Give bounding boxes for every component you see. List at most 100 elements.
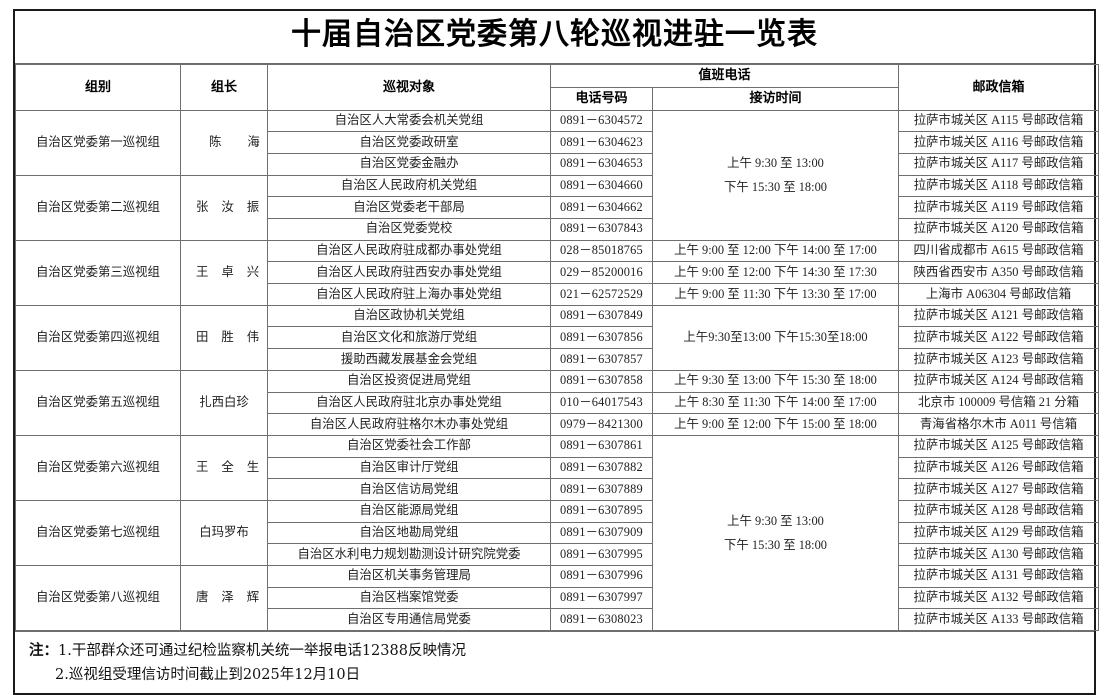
phone-number-cell: 028－85018765 bbox=[550, 239, 653, 263]
leader-name: 陈海 bbox=[209, 134, 260, 149]
reception-time-cell: 上午 9:00 至 12:00 下午 14:30 至 17:30 bbox=[651, 261, 900, 285]
leader-name: 田胜伟 bbox=[196, 329, 268, 344]
inspection-object-cell: 自治区人民政府机关党组 bbox=[267, 174, 551, 198]
group-name-cell: 自治区党委第一巡视组 bbox=[15, 109, 181, 176]
mailbox-cell: 北京市 100009 号信箱 21 分箱 bbox=[898, 391, 1100, 415]
inspection-object-cell: 自治区党委老干部局 bbox=[267, 196, 551, 220]
inspection-object-cell: 自治区人大常委会机关党组 bbox=[267, 109, 551, 133]
inspection-object-cell: 自治区人民政府驻北京办事处党组 bbox=[267, 391, 551, 415]
group-leader-cell: 王卓兴 bbox=[180, 239, 268, 306]
inspection-object-cell: 自治区党委政研室 bbox=[267, 131, 551, 154]
group-leader-cell: 白玛罗布 bbox=[180, 499, 268, 567]
reception-time-cell: 上午 9:00 至 12:00 下午 15:00 至 18:00 bbox=[651, 413, 900, 436]
group-name-cell: 自治区党委第六巡视组 bbox=[15, 434, 181, 501]
phone-number-cell: 0891－6304623 bbox=[550, 131, 653, 154]
phone-number-cell: 0891－6304660 bbox=[550, 174, 653, 198]
phone-number-cell: 0891－6307856 bbox=[550, 326, 653, 350]
phone-number-cell: 0891－6307882 bbox=[550, 456, 653, 480]
inspection-object-cell: 自治区机关事务管理局 bbox=[267, 565, 551, 588]
table-head: 组别 组长 巡视对象 值班电话 邮政信箱 电话号码 接访时间 bbox=[15, 63, 1100, 111]
header-reception-time: 接访时间 bbox=[651, 86, 900, 111]
mailbox-cell: 四川省成都市 A615 号邮政信箱 bbox=[898, 239, 1100, 263]
header-leader: 组长 bbox=[180, 63, 268, 111]
mailbox-cell: 拉萨市城关区 A115 号邮政信箱 bbox=[898, 109, 1100, 133]
phone-number-cell: 0891－6307861 bbox=[550, 434, 653, 458]
table-row: 自治区党委第二巡视组 张汝振 自治区人民政府机关党组 0891－6304660 拉萨市城… bbox=[15, 174, 1100, 241]
header-object: 巡视对象 bbox=[267, 63, 551, 111]
phone-number-cell: 0891－6307849 bbox=[550, 304, 653, 328]
table-row: 自治区党委第七巡视组 白玛罗布 自治区能源局党组 0891－6307895 拉萨市城关区… bbox=[15, 499, 1100, 567]
phone-number-cell: 0891－6307857 bbox=[550, 348, 653, 371]
phone-number-cell: 0891－6307858 bbox=[550, 369, 653, 393]
mailbox-cell: 拉萨市城关区 A124 号邮政信箱 bbox=[898, 369, 1100, 393]
table-row: 自治区党委第六巡视组 王全生 自治区党委社会工作部 0891－6307861 上午 9:… bbox=[15, 434, 1100, 632]
mailbox-cell: 陕西省西安市 A350 号邮政信箱 bbox=[898, 261, 1100, 285]
group-leader-cell: 王全生 bbox=[180, 434, 268, 501]
table-row: 自治区人民政府驻格尔木办事处党组 0979－8421300 上午 9:00 至 12… bbox=[16, 413, 1100, 436]
header-duty-phone: 值班电话 bbox=[549, 63, 900, 88]
phone-number-cell: 029－85200016 bbox=[550, 261, 653, 285]
mailbox-cell: 拉萨市城关区 A123 号邮政信箱 bbox=[898, 348, 1100, 371]
table-row: 自治区人民政府驻西安办事处党组 029－85200016 上午 9:00 至 12:… bbox=[16, 261, 1100, 285]
table-row: 自治区党委第四巡视组 田胜伟 自治区政协机关党组 0891－6307849 上午9:30… bbox=[15, 304, 1100, 371]
group-name-cell: 自治区党委第五巡视组 bbox=[15, 369, 181, 436]
inspection-object-cell: 自治区政协机关党组 bbox=[267, 304, 551, 328]
group-leader-cell: 唐泽辉 bbox=[180, 565, 268, 632]
leader-name: 张汝振 bbox=[196, 199, 268, 214]
inspection-object-cell: 自治区信访局党组 bbox=[267, 478, 551, 501]
phone-number-cell: 0891－6307909 bbox=[550, 521, 653, 545]
mailbox-cell: 拉萨市城关区 A130 号邮政信箱 bbox=[898, 543, 1100, 567]
inspection-object-cell: 自治区投资促进局党组 bbox=[267, 369, 551, 393]
table-row: 自治区党委政研室 0891－6304623 拉萨市城关区 A116 号邮政信箱 bbox=[16, 131, 1100, 154]
leader-name: 白玛罗布 bbox=[199, 525, 249, 540]
page-title: 十届自治区党委第八轮巡视进驻一览表 bbox=[291, 17, 818, 52]
mailbox-cell: 拉萨市城关区 A133 号邮政信箱 bbox=[898, 608, 1100, 632]
phone-number-cell: 0979－8421300 bbox=[550, 413, 653, 436]
mailbox-cell: 拉萨市城关区 A121 号邮政信箱 bbox=[898, 304, 1100, 328]
page-canvas: 十届自治区党委第八轮巡视进驻一览表 组别 组长 巡视对象 值班电话 邮政信箱 电… bbox=[13, 9, 1100, 695]
note-line-2: 2.巡视组受理信访时间截止到2025年12月10日 bbox=[29, 664, 1094, 687]
group-name-cell: 自治区党委第七巡视组 bbox=[15, 499, 181, 567]
group-name-cell: 自治区党委第四巡视组 bbox=[15, 304, 181, 371]
mailbox-cell: 拉萨市城关区 A116 号邮政信箱 bbox=[898, 131, 1100, 154]
mailbox-cell: 拉萨市城关区 A129 号邮政信箱 bbox=[898, 521, 1100, 545]
phone-number-cell: 0891－6307996 bbox=[550, 565, 653, 588]
group-name-cell: 自治区党委第二巡视组 bbox=[15, 174, 181, 241]
leader-name: 扎西白珍 bbox=[199, 394, 249, 409]
note-item-2: 2.巡视组受理信访时间截止到2025年12月10日 bbox=[55, 666, 361, 683]
phone-number-cell: 021－62572529 bbox=[550, 283, 653, 306]
reception-time-cell: 上午 9:00 至 11:30 下午 13:30 至 17:00 bbox=[651, 283, 900, 306]
mailbox-cell: 拉萨市城关区 A122 号邮政信箱 bbox=[898, 326, 1100, 350]
inspection-object-cell: 自治区人民政府驻上海办事处党组 bbox=[267, 283, 551, 306]
inspection-object-cell: 自治区审计厅党组 bbox=[267, 456, 551, 480]
mailbox-cell: 青海省格尔木市 A011 号信箱 bbox=[898, 413, 1100, 436]
inspection-object-cell: 自治区党委金融办 bbox=[267, 152, 551, 176]
mailbox-cell: 拉萨市城关区 A120 号邮政信箱 bbox=[898, 218, 1100, 241]
group-leader-cell: 扎西白珍 bbox=[180, 369, 268, 436]
leader-name: 王卓兴 bbox=[196, 264, 268, 279]
mailbox-cell: 拉萨市城关区 A125 号邮政信箱 bbox=[898, 434, 1100, 458]
table-row: 自治区党委第三巡视组 王卓兴 自治区人民政府驻成都办事处党组 028－85018765… bbox=[15, 239, 1100, 306]
phone-number-cell: 0891－6304572 bbox=[550, 109, 653, 133]
inspection-object-cell: 自治区水利电力规划勘测设计研究院党委 bbox=[267, 543, 551, 567]
phone-number-cell: 010－64017543 bbox=[550, 391, 653, 415]
phone-number-cell: 0891－6304662 bbox=[550, 196, 653, 220]
mailbox-cell: 拉萨市城关区 A118 号邮政信箱 bbox=[898, 174, 1100, 198]
footer-notes: 注：1.干部群众还可通过纪检监察机关统一举报电话12388反映情况 2.巡视组受… bbox=[15, 631, 1094, 693]
table-row: 自治区党委金融办 0891－6304653 拉萨市城关区 A117 号邮政信箱 bbox=[16, 152, 1100, 176]
group-name-cell: 自治区党委第三巡视组 bbox=[15, 239, 181, 306]
header-group: 组别 bbox=[15, 63, 181, 111]
phone-number-cell: 0891－6304653 bbox=[550, 152, 653, 176]
inspection-object-cell: 自治区党委社会工作部 bbox=[267, 434, 551, 458]
note-item-1: 1.干部群众还可通过纪检监察机关统一举报电话12388反映情况 bbox=[58, 643, 466, 660]
inspection-object-cell: 自治区档案馆党委 bbox=[267, 586, 551, 610]
table-row: 自治区党委老干部局 0891－6304662 拉萨市城关区 A119 号邮政信箱 bbox=[16, 196, 1100, 220]
mailbox-cell: 拉萨市城关区 A117 号邮政信箱 bbox=[898, 152, 1100, 176]
phone-number-cell: 0891－6307895 bbox=[550, 499, 653, 523]
note-line-1: 注：1.干部群众还可通过纪检监察机关统一举报电话12388反映情况 bbox=[29, 639, 1094, 663]
reception-time-cell: 上午 9:00 至 12:00 下午 14:00 至 17:00 bbox=[651, 239, 900, 263]
phone-number-cell: 0891－6307997 bbox=[550, 586, 653, 610]
inspection-object-cell: 自治区人民政府驻西安办事处党组 bbox=[267, 261, 551, 285]
leader-name: 唐泽辉 bbox=[196, 590, 268, 605]
mailbox-cell: 拉萨市城关区 A128 号邮政信箱 bbox=[898, 499, 1100, 523]
